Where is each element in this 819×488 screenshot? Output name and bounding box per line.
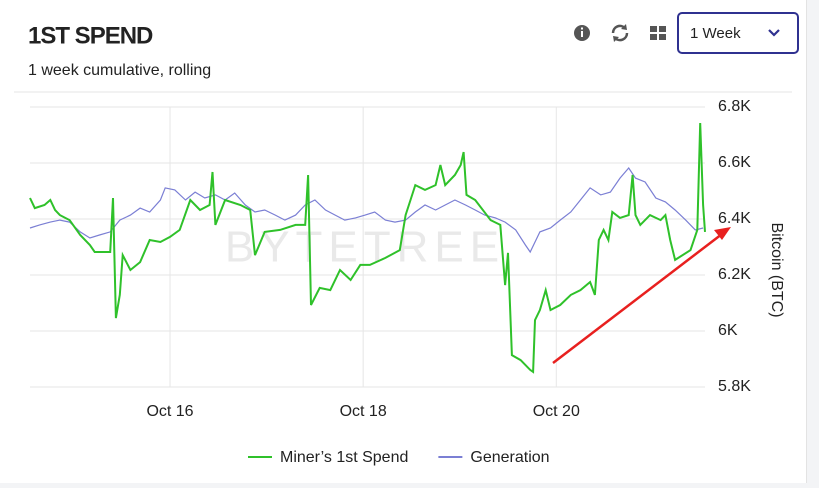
legend-label: Miner’s 1st Spend — [280, 449, 408, 466]
y-tick-label: 6K — [718, 322, 738, 339]
x-tick-label: Oct 16 — [146, 403, 193, 420]
series-line — [29, 122, 706, 374]
y-axis-title: Bitcoin (BTC) — [768, 222, 785, 317]
info-icon[interactable] — [574, 25, 590, 41]
x-tick-label: Oct 18 — [340, 403, 387, 420]
range-value: 1 Week — [690, 25, 741, 42]
chart-subtitle: 1 week cumulative, rolling — [28, 62, 211, 79]
series-line — [29, 167, 704, 254]
y-tick-label: 6.8K — [718, 98, 751, 115]
annotation-arrow — [552, 227, 731, 364]
y-tick-label: 5.8K — [718, 378, 751, 395]
y-tick-label: 6.2K — [718, 266, 751, 283]
chart-title: 1ST SPEND — [28, 22, 153, 49]
y-tick-label: 6.6K — [718, 154, 751, 171]
refresh-icon[interactable] — [611, 24, 629, 42]
card: 1ST SPEND 1 week cumulative, rolling 1 W… — [0, 0, 807, 483]
x-tick-label: Oct 20 — [533, 403, 580, 420]
chart: 1ST SPEND 1 week cumulative, rolling 1 W… — [14, 12, 799, 466]
legend-label: Generation — [470, 449, 549, 466]
range-dropdown[interactable]: 1 Week — [677, 12, 799, 54]
y-tick-label: 6.4K — [718, 210, 751, 227]
layout-icon[interactable] — [650, 26, 666, 40]
